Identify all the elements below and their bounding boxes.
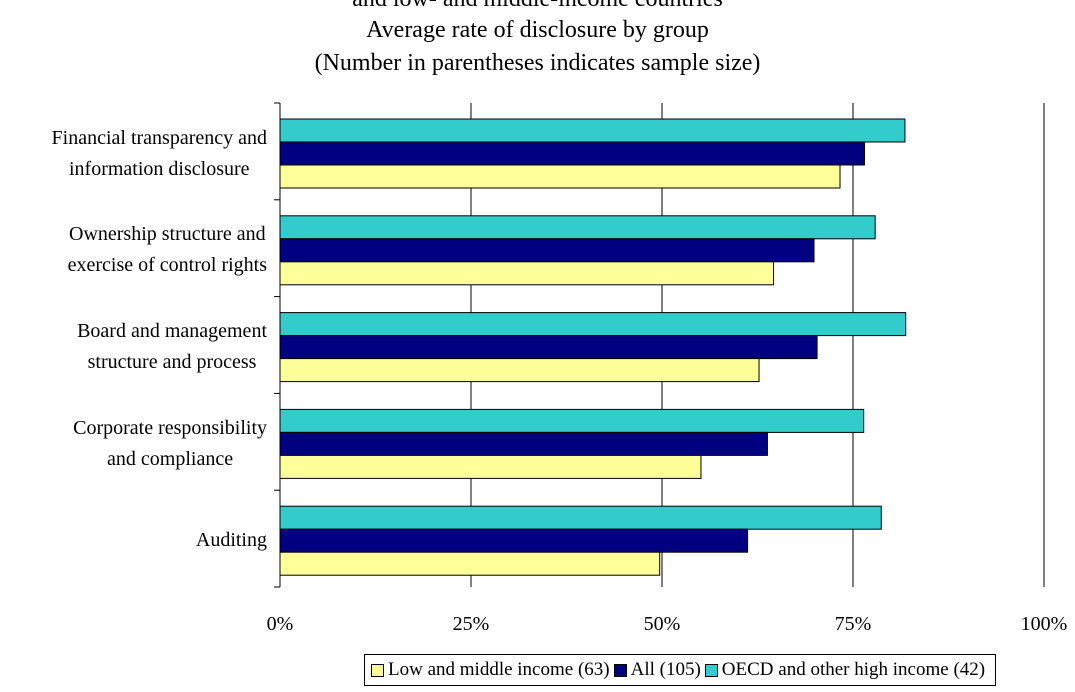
- category-label: Auditing: [195, 529, 267, 552]
- bar: [279, 528, 749, 553]
- bar: [279, 261, 775, 286]
- x-tick-label: 25%: [452, 613, 490, 635]
- x-tick-label: 100%: [1020, 613, 1068, 635]
- x-tick-label: 75%: [834, 613, 872, 635]
- x-tick-label: 0%: [266, 613, 294, 635]
- bar: [279, 312, 907, 337]
- legend-label: All (105): [630, 659, 701, 680]
- legend-item: OECD and other high income (42): [704, 659, 989, 681]
- bar: [279, 408, 865, 433]
- bar: [279, 215, 876, 240]
- x-tick-label: 50%: [643, 613, 681, 635]
- category-label: Ownership structure and exercise of contr…: [67, 223, 267, 277]
- legend-swatch: [704, 663, 718, 677]
- bar: [279, 164, 841, 189]
- bar: [279, 141, 865, 166]
- chart-title: Average rate of disclosure by group: [366, 17, 709, 43]
- legend-swatch: [371, 663, 384, 677]
- bar: [279, 335, 818, 360]
- bar: [279, 505, 882, 530]
- bar: [279, 238, 815, 263]
- category-label: Corporate responsibility and compliance: [73, 416, 267, 470]
- bar: [279, 358, 760, 383]
- legend-label: Low and middle income (63): [388, 659, 610, 680]
- legend-item: Low and middle income (63): [371, 659, 614, 681]
- legend-swatch: [613, 663, 627, 677]
- bar: [279, 454, 702, 479]
- bar: [279, 118, 906, 143]
- bar: [279, 551, 661, 576]
- category-label: Board and management structure and proces…: [77, 320, 267, 374]
- chart-title-partial: and low- and middle-income countries: [0, 0, 1075, 14]
- legend-item: All (105): [613, 659, 705, 681]
- category-label: Financial transparency and information di…: [51, 126, 267, 180]
- chart-legend: Low and middle income (63) All (105) OECD …: [364, 654, 997, 686]
- chart-subtitle: (Number in parentheses indicates sample …: [314, 50, 761, 76]
- legend-label: OECD and other high income (42): [721, 659, 986, 680]
- bar: [279, 431, 768, 456]
